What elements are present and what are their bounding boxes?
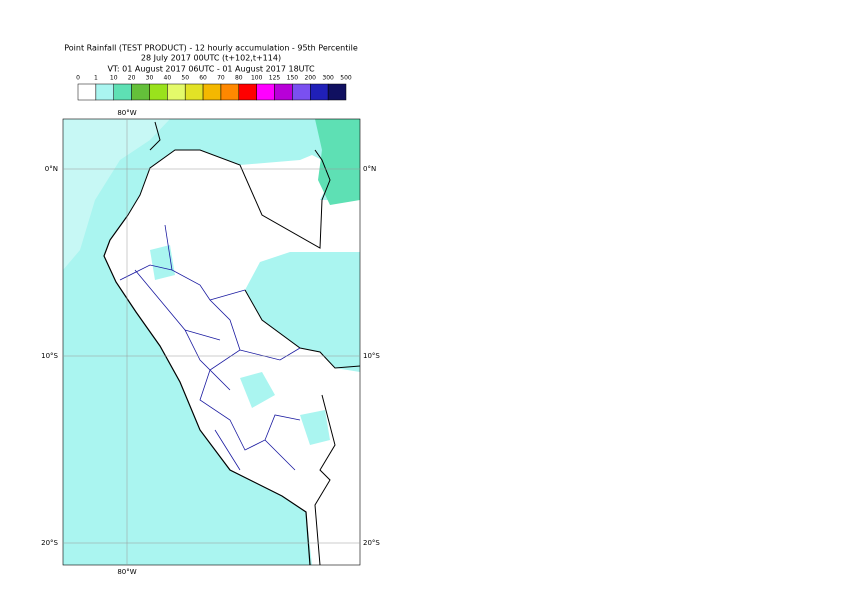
legend-label: 40: [164, 75, 172, 82]
legend-label: 300: [322, 75, 334, 82]
legend-label: 60: [199, 75, 207, 82]
legend-swatch: [202, 83, 222, 101]
legend-label: 70: [217, 75, 225, 82]
lon-label: 80°W: [117, 109, 136, 117]
map: [63, 119, 360, 565]
legend-swatch: [131, 83, 150, 101]
legend-swatch: [113, 83, 132, 101]
title-line: VT: 01 August 2017 06UTC - 01 August 201…: [107, 65, 315, 74]
legend-label: 200: [305, 75, 317, 82]
title-line: Point Rainfall (TEST PRODUCT) - 12 hourl…: [64, 44, 358, 53]
legend: 0 1 10 20 30 40 50 60 70 80 100 125 150 200 300 500: [76, 75, 352, 101]
legend-swatch: [274, 83, 293, 101]
legend-label: 10: [110, 75, 118, 82]
country-border: [127, 121, 360, 565]
legend-label: 150: [287, 75, 299, 82]
lat-label: 20°S: [41, 539, 58, 547]
legend-swatch: [292, 83, 311, 101]
legend-label: 30: [146, 75, 154, 82]
legend-swatch: [77, 83, 97, 101]
lat-label: 20°S: [363, 539, 380, 547]
rain-patch: [150, 245, 330, 445]
legend-swatch: [256, 83, 275, 101]
legend-label: 50: [181, 75, 189, 82]
lat-label: 0°N: [363, 165, 376, 173]
legend-swatch: [310, 83, 329, 101]
coastline: [103, 214, 311, 565]
legend-swatch: [220, 83, 240, 101]
region-border: [119, 224, 301, 471]
legend-label: 0: [76, 75, 80, 82]
legend-label: 1: [94, 75, 98, 82]
legend-label: 500: [340, 75, 352, 82]
legend-swatch: [238, 83, 257, 101]
legend-swatch: [327, 83, 347, 101]
lat-label: 0°N: [45, 165, 58, 173]
legend-label: 125: [269, 75, 281, 82]
legend-swatch: [149, 83, 168, 101]
lat-label: 10°S: [363, 352, 380, 360]
graticule: [63, 119, 360, 565]
dry-patch: [63, 119, 170, 270]
lat-label: 10°S: [41, 352, 58, 360]
title-line: 28 July 2017 00UTC (t+102,t+114): [141, 54, 281, 63]
legend-label: 20: [128, 75, 136, 82]
legend-label: 80: [235, 75, 243, 82]
legend-swatch: [167, 83, 186, 101]
legend-swatch: [184, 83, 204, 101]
legend-label: 100: [251, 75, 263, 82]
legend-swatch: [95, 83, 114, 101]
map-frame: [62, 118, 361, 566]
lon-label: 80°W: [117, 568, 136, 576]
rain-patch: [315, 119, 360, 205]
